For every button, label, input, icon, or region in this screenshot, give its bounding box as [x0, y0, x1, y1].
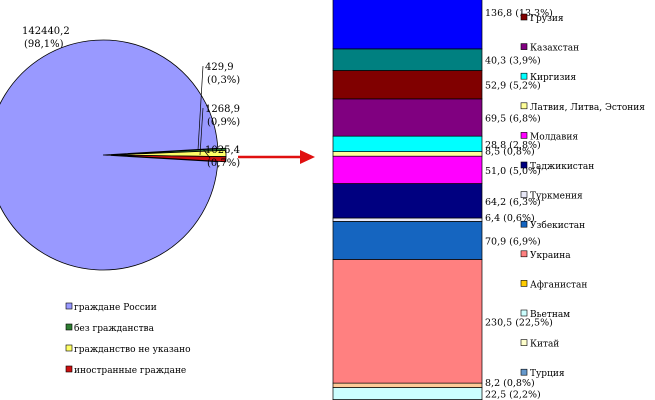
bar-segment [332, 70, 483, 100]
pie-chart [0, 39, 227, 271]
bar-segment [332, 151, 483, 157]
bar-value-label: 70,9 (6,9%) [485, 236, 541, 247]
bar-segment [332, 382, 483, 388]
bar-value-label: 8,2 (0,8%) [485, 378, 535, 389]
bar-segment [332, 135, 483, 152]
pie-slice [0, 39, 219, 271]
bar-segment [332, 259, 483, 384]
pie-percent-label: (0,9%) [207, 117, 240, 128]
bar-legend-swatch [520, 13, 528, 21]
bar-legend-label: Таджикистан [530, 162, 594, 172]
bar-legend-label: Китай [530, 340, 559, 350]
pie-value-label: 429,9 [205, 62, 234, 73]
bar-value-label: 136,8 (13,3%) [485, 8, 553, 19]
pie-percent-label: (0,7%) [207, 158, 240, 169]
bar-legend-label: Молдавия [530, 132, 578, 142]
bar-legend-swatch [520, 250, 528, 258]
pie-legend: граждане России без гражданства гражданств… [65, 302, 191, 376]
bar-legend-label: Узбекистан [530, 220, 585, 231]
bar-value-label: 69,5 (6,8%) [485, 114, 541, 125]
bar-value-label: 40,3 (3,9%) [485, 56, 541, 67]
bar-legend-label: Украина [530, 251, 571, 261]
bar-segment [332, 217, 483, 222]
pie-leader-line [197, 65, 204, 151]
bar-legend-swatch [520, 161, 528, 169]
bar-value-label: 51,0 (5,0%) [485, 166, 541, 177]
bar-segment [332, 221, 483, 260]
pie-value-label: 1268,9 [205, 104, 240, 115]
pie-slice [110, 154, 227, 163]
bar-legend-label: Вьетнам [530, 310, 570, 320]
bar-legend-label: Грузия [530, 14, 564, 24]
pie-value-label: 142440,2 [22, 26, 70, 37]
bar-value-label: 6,4 (0,6%) [485, 213, 535, 224]
bar-legend-label: Туркмения [530, 192, 583, 202]
pie-legend-swatch [65, 323, 73, 331]
bar-legend-swatch [520, 191, 528, 198]
bar-legend-swatch [520, 280, 528, 287]
pie-percent-label: (98,1%) [24, 39, 64, 50]
bar-legend-swatch [520, 339, 528, 346]
bar-value-label: 64,2 (6,3%) [485, 197, 541, 208]
bar-legend-label: Киргизия [530, 73, 576, 83]
bar-segment [332, 387, 483, 400]
pie-legend-swatch [65, 302, 73, 310]
bar-segment [332, 0, 483, 50]
pie-leader-line [202, 148, 211, 159]
pie-legend-swatch [65, 344, 73, 352]
pie-value-labels: 142440,2 (98,1%) 429,9 (0,3%) 1268,9 (0,9%) 10… [22, 26, 240, 169]
bar-legend-swatch [520, 309, 528, 317]
bar-legend-label: Казахстан [530, 44, 579, 54]
bar-legend-swatch [520, 368, 528, 376]
bar-segment [332, 155, 483, 184]
pie-leader-line [199, 107, 204, 156]
pie-percent-label: (0,3%) [207, 75, 240, 86]
bar-legend: Грузия Казахстан Киргизия Латвия, Литва, Эс… [520, 13, 645, 379]
bar-segment [332, 183, 483, 219]
bar-value-label: 28,8 (2,8%) [485, 140, 541, 151]
bar-value-label: 22,5 (2,2%) [485, 390, 541, 400]
bar-segment [332, 48, 483, 71]
stacked-bar-chart [332, 0, 483, 400]
red-arrow [238, 150, 315, 164]
bar-legend-label: Турция [530, 369, 565, 379]
bar-segment [332, 98, 483, 137]
pie-legend-label: иностранные граждане [74, 366, 186, 376]
bar-value-label: 8,5 (0,8%) [485, 147, 535, 158]
bar-legend-label: Латвия, Литва, Эстония [530, 103, 645, 113]
pie-legend-label: без гражданства [74, 323, 155, 334]
pie-legend-label: гражданство не указано [74, 345, 191, 355]
pie-value-label: 1025,4 [205, 145, 240, 156]
bar-value-label: 52,9 (5,2%) [485, 81, 541, 92]
bar-value-label: 230,5 (22,5%) [485, 317, 553, 328]
bar-legend-swatch [520, 43, 528, 50]
bar-value-labels: 30,6 (3,0%)22,5 (2,2%)8,2 (0,8%)230,5 (2… [485, 8, 553, 400]
bar-legend-swatch [520, 72, 528, 80]
bar-legend-swatch [520, 132, 528, 139]
pie-legend-label: граждане России [74, 303, 157, 313]
bar-legend-swatch [520, 102, 528, 110]
bar-legend-swatch [520, 220, 528, 228]
bar-legend-label: Афганистан [530, 280, 587, 290]
pie-legend-swatch [65, 365, 73, 373]
